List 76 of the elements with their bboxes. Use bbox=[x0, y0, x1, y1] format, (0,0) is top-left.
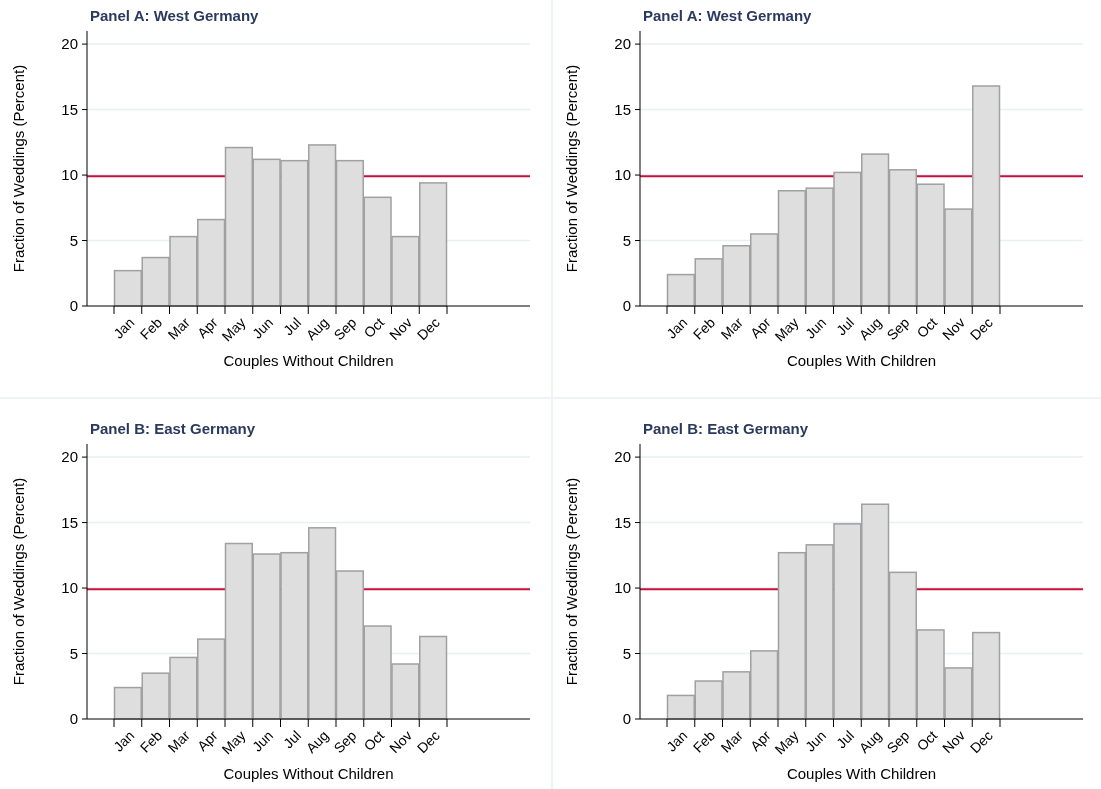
y-axis-title: Fraction of Weddings (Percent) bbox=[10, 477, 27, 686]
x-tick-label: Aug bbox=[855, 314, 885, 344]
x-tick-label: Apr bbox=[746, 727, 774, 754]
x-tick-label: Apr bbox=[193, 727, 221, 754]
y-tick-label: 0 bbox=[69, 297, 78, 315]
y-tick-label: 10 bbox=[614, 166, 631, 184]
chart-title: Panel B: East Germany bbox=[643, 420, 809, 437]
x-tick-label: Dec bbox=[413, 727, 443, 757]
x-tick-label: Jun bbox=[801, 727, 830, 755]
x-tick-label: Sep bbox=[330, 314, 360, 344]
x-tick-label: Sep bbox=[883, 314, 913, 344]
x-tick-label: Oct bbox=[913, 727, 941, 754]
x-tick-label: Aug bbox=[855, 727, 885, 757]
x-tick-label: Aug bbox=[302, 314, 332, 344]
y-axis-title: Fraction of Weddings (Percent) bbox=[10, 64, 27, 273]
x-tick-label: Jan bbox=[110, 727, 138, 755]
x-tick-label: Mar bbox=[164, 314, 194, 343]
y-tick-label: 0 bbox=[622, 710, 631, 728]
x-tick-label: Mar bbox=[717, 727, 747, 756]
x-tick-label: Nov bbox=[386, 727, 415, 757]
x-axis-title: Couples Without Children bbox=[223, 352, 394, 369]
x-tick-label: Jul bbox=[279, 314, 304, 339]
chart-title: Panel B: East Germany bbox=[90, 420, 256, 437]
x-tick-label: Mar bbox=[717, 314, 747, 343]
x-tick-label: Apr bbox=[746, 314, 774, 341]
x-tick-label: Apr bbox=[193, 314, 221, 341]
y-tick-label: 20 bbox=[614, 35, 631, 53]
y-tick-label: 15 bbox=[61, 513, 78, 531]
y-tick-label: 20 bbox=[614, 448, 631, 466]
y-tick-label: 15 bbox=[61, 100, 78, 118]
x-tick-label: Oct bbox=[360, 727, 388, 754]
x-axis-title: Couples With Children bbox=[786, 352, 937, 369]
x-tick-label: Jan bbox=[663, 314, 691, 342]
x-tick-label: Jan bbox=[663, 727, 691, 755]
x-tick-label: Dec bbox=[966, 314, 996, 344]
x-tick-label: Jun bbox=[248, 727, 277, 755]
y-tick-label: 10 bbox=[61, 579, 78, 597]
x-axis-title: Couples With Children bbox=[786, 765, 937, 782]
x-tick-label: Jan bbox=[110, 314, 138, 342]
y-tick-label: 0 bbox=[622, 297, 631, 315]
x-axis-title: Couples Without Children bbox=[223, 765, 394, 782]
y-tick-label: 5 bbox=[69, 231, 78, 249]
x-tick-label: Sep bbox=[330, 727, 360, 757]
y-tick-label: 0 bbox=[69, 710, 78, 728]
x-tick-label: Jul bbox=[279, 727, 304, 752]
x-tick-label: Oct bbox=[913, 314, 941, 341]
x-tick-label: Sep bbox=[883, 727, 913, 757]
x-tick-label: Jul bbox=[832, 727, 857, 752]
x-tick-label: Feb bbox=[136, 314, 166, 343]
chart-title: Panel A: West Germany bbox=[643, 7, 813, 24]
x-tick-label: Mar bbox=[164, 727, 194, 756]
y-tick-label: 10 bbox=[61, 166, 78, 184]
x-tick-label: Nov bbox=[939, 727, 968, 757]
y-axis-title: Fraction of Weddings (Percent) bbox=[563, 64, 580, 273]
x-tick-label: Oct bbox=[360, 314, 388, 341]
y-tick-label: 10 bbox=[614, 579, 631, 597]
y-tick-label: 20 bbox=[61, 448, 78, 466]
y-tick-label: 5 bbox=[622, 231, 631, 249]
x-tick-label: Nov bbox=[386, 314, 415, 344]
x-tick-label: Dec bbox=[413, 314, 443, 344]
x-tick-label: Aug bbox=[302, 727, 332, 757]
chart-title: Panel A: West Germany bbox=[90, 7, 260, 24]
y-tick-label: 15 bbox=[614, 513, 631, 531]
x-tick-label: Jul bbox=[832, 314, 857, 339]
x-tick-label: Jun bbox=[801, 314, 830, 342]
y-tick-label: 20 bbox=[61, 35, 78, 53]
x-tick-label: Feb bbox=[689, 314, 719, 343]
x-tick-label: Jun bbox=[248, 314, 277, 342]
x-tick-label: Feb bbox=[689, 727, 719, 756]
x-tick-label: Feb bbox=[136, 727, 166, 756]
y-tick-label: 5 bbox=[69, 644, 78, 662]
y-tick-label: 5 bbox=[622, 644, 631, 662]
y-axis-title: Fraction of Weddings (Percent) bbox=[563, 477, 580, 686]
y-tick-label: 15 bbox=[614, 100, 631, 118]
x-tick-label: Nov bbox=[939, 314, 968, 344]
x-tick-label: Dec bbox=[966, 727, 996, 757]
